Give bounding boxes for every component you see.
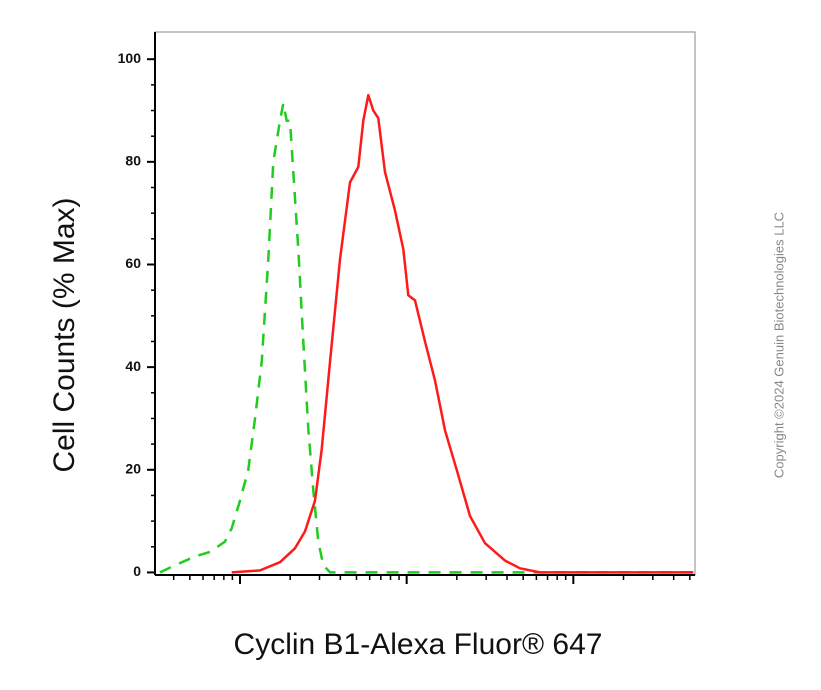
y-tick-label: 20: [125, 460, 141, 476]
y-tick-label: 0: [133, 563, 141, 579]
histogram-line: [231, 93, 694, 574]
x-axis-title: Cyclin B1-Alexa Fluor® 647: [234, 628, 603, 661]
copyright: Copyright ©2024 Genuin Biotechnologies L…: [771, 212, 786, 478]
plot-frame: [154, 31, 696, 576]
y-tick-label: 60: [125, 255, 141, 271]
histogram-line: [159, 102, 694, 574]
y-tick-label: 100: [118, 50, 142, 66]
y-tick-label: 80: [125, 153, 141, 169]
y-axis-title: Cell Counts (% Max): [48, 197, 81, 472]
y-tick-label: 40: [125, 358, 141, 374]
